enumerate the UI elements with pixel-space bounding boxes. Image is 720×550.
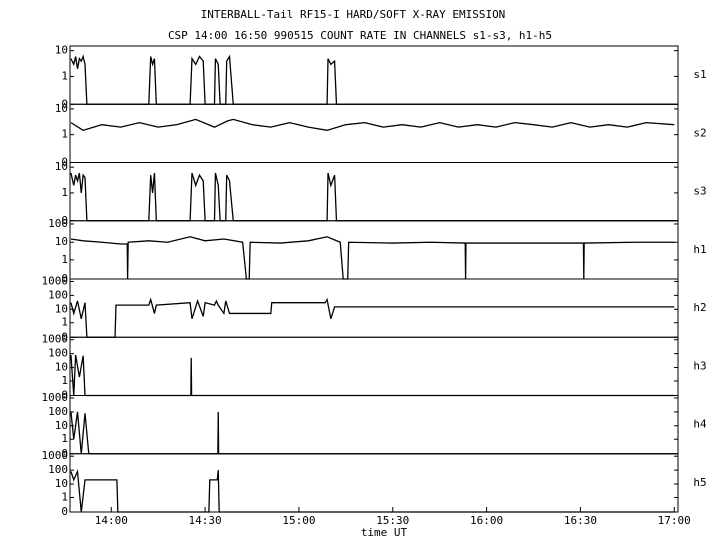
y-tick-label: 1: [61, 374, 68, 387]
y-tick-label: 10: [55, 235, 68, 248]
panel-label: h4: [693, 418, 707, 431]
y-tick-label: 0: [61, 272, 68, 285]
chart-subtitle: CSP 14:00 16:50 990515 COUNT RATE IN CHA…: [168, 29, 552, 42]
y-tick-label: 10: [55, 160, 68, 173]
panel-frame: [69, 395, 679, 455]
y-tick-label: 1: [61, 253, 68, 266]
panel-frame: [69, 103, 679, 163]
y-tick-label: 0: [61, 214, 68, 227]
x-tick-label: 15:00: [282, 514, 315, 527]
chart-title: INTERBALL-Tail RF15-I HARD/SOFT X-RAY EM…: [201, 8, 506, 21]
y-tick-label: 1000: [42, 449, 69, 462]
y-tick-label: 0: [61, 156, 68, 169]
panel-label: h3: [693, 359, 706, 372]
y-tick-label: 0: [61, 505, 68, 518]
y-tick-label: 10: [55, 44, 68, 57]
y-tick-label: 100: [48, 217, 68, 230]
panel-frame: [69, 336, 679, 396]
x-tick-label: 15:30: [376, 514, 409, 527]
y-tick-label: 10: [55, 302, 68, 315]
panel-frame: [69, 162, 679, 222]
y-tick-label: 1000: [42, 274, 69, 287]
y-tick-label: 1000: [42, 391, 69, 404]
y-tick-label: 0: [61, 330, 68, 343]
x-tick-label: 17:00: [658, 514, 691, 527]
data-line: [70, 54, 675, 105]
y-tick-label: 1: [61, 69, 68, 82]
panel-label: s3: [693, 185, 706, 198]
y-tick-label: 10: [55, 419, 68, 432]
data-line: [70, 411, 675, 455]
x-tick-label: 14:30: [189, 514, 222, 527]
panel-label: s2: [693, 126, 706, 139]
panel-label: h1: [693, 243, 706, 256]
panel-frame: [69, 278, 679, 338]
data-line: [70, 354, 675, 397]
data-line: [70, 172, 675, 222]
y-tick-label: 1: [61, 316, 68, 329]
y-tick-label: 100: [48, 288, 68, 301]
x-tick-label: 16:30: [564, 514, 597, 527]
y-tick-label: 0: [61, 97, 68, 110]
y-tick-label: 100: [48, 463, 68, 476]
y-tick-label: 10: [55, 477, 68, 490]
data-line: [70, 118, 675, 132]
panel-frame: [69, 220, 679, 280]
panel-frame: [69, 45, 679, 105]
data-line: [70, 297, 675, 338]
x-axis-label: time UT: [361, 526, 408, 539]
y-tick-label: 100: [48, 405, 68, 418]
y-tick-label: 1: [61, 432, 68, 445]
y-tick-label: 1: [61, 186, 68, 199]
panel-label: s1: [693, 68, 706, 81]
panel-frame: [69, 453, 679, 513]
x-tick-label: 14:00: [95, 514, 128, 527]
y-tick-label: 1000: [42, 333, 69, 346]
x-tick-label: 16:00: [470, 514, 503, 527]
y-tick-label: 100: [48, 347, 68, 360]
y-tick-label: 0: [61, 389, 68, 402]
y-tick-label: 10: [55, 361, 68, 374]
panel-label: h2: [693, 301, 706, 314]
panel-label: h5: [693, 476, 706, 489]
y-tick-label: 1: [61, 128, 68, 141]
y-tick-label: 1: [61, 490, 68, 503]
data-line: [70, 468, 675, 513]
data-line: [70, 236, 675, 280]
y-tick-label: 10: [55, 102, 68, 115]
y-tick-label: 0: [61, 447, 68, 460]
